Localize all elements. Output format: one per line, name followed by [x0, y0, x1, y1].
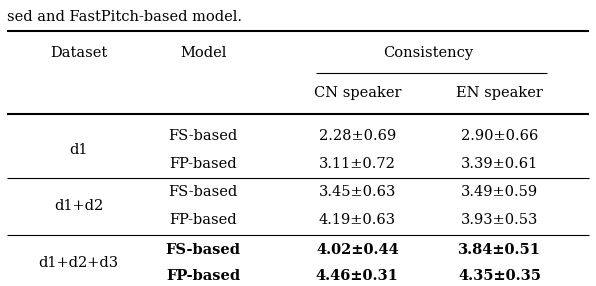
Text: FP-based: FP-based — [169, 157, 237, 171]
Text: 4.02±0.44: 4.02±0.44 — [316, 243, 399, 257]
Text: d1+d2+d3: d1+d2+d3 — [39, 256, 119, 270]
Text: FS-based: FS-based — [169, 129, 238, 143]
Text: d1: d1 — [69, 143, 88, 157]
Text: d1+d2: d1+d2 — [54, 199, 103, 213]
Text: sed and FastPitch-based model.: sed and FastPitch-based model. — [7, 10, 243, 24]
Text: 4.46±0.31: 4.46±0.31 — [316, 269, 399, 283]
Text: 3.84±0.51: 3.84±0.51 — [458, 243, 541, 257]
Text: Consistency: Consistency — [383, 46, 474, 60]
Text: 2.90±0.66: 2.90±0.66 — [461, 129, 538, 143]
Text: CN speaker: CN speaker — [313, 86, 401, 100]
Text: FS-based: FS-based — [166, 243, 241, 257]
Text: FP-based: FP-based — [166, 269, 240, 283]
Text: 3.11±0.72: 3.11±0.72 — [319, 157, 396, 171]
Text: 2.28±0.69: 2.28±0.69 — [319, 129, 396, 143]
Text: 4.19±0.63: 4.19±0.63 — [319, 213, 396, 227]
Text: Dataset: Dataset — [50, 46, 107, 60]
Text: FP-based: FP-based — [169, 213, 237, 227]
Text: 3.49±0.59: 3.49±0.59 — [461, 185, 538, 199]
Text: Model: Model — [180, 46, 226, 60]
Text: FS-based: FS-based — [169, 185, 238, 199]
Text: 3.45±0.63: 3.45±0.63 — [319, 185, 396, 199]
Text: 4.35±0.35: 4.35±0.35 — [458, 269, 541, 283]
Text: EN speaker: EN speaker — [457, 86, 543, 100]
Text: 3.39±0.61: 3.39±0.61 — [461, 157, 538, 171]
Text: 3.93±0.53: 3.93±0.53 — [461, 213, 538, 227]
